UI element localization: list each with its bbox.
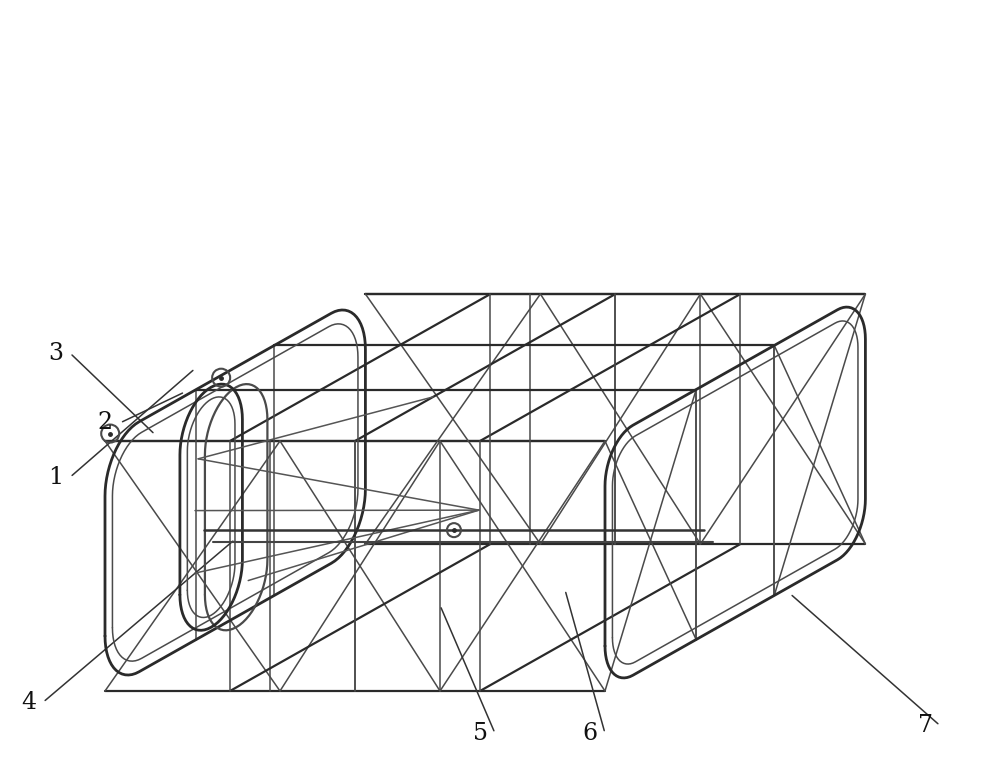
Text: 5: 5 bbox=[473, 722, 488, 745]
Text: 1: 1 bbox=[48, 466, 63, 489]
Text: 7: 7 bbox=[918, 714, 933, 737]
Text: 6: 6 bbox=[583, 722, 598, 745]
Text: 3: 3 bbox=[48, 341, 63, 365]
Text: 4: 4 bbox=[21, 691, 36, 714]
Text: 2: 2 bbox=[98, 411, 113, 435]
